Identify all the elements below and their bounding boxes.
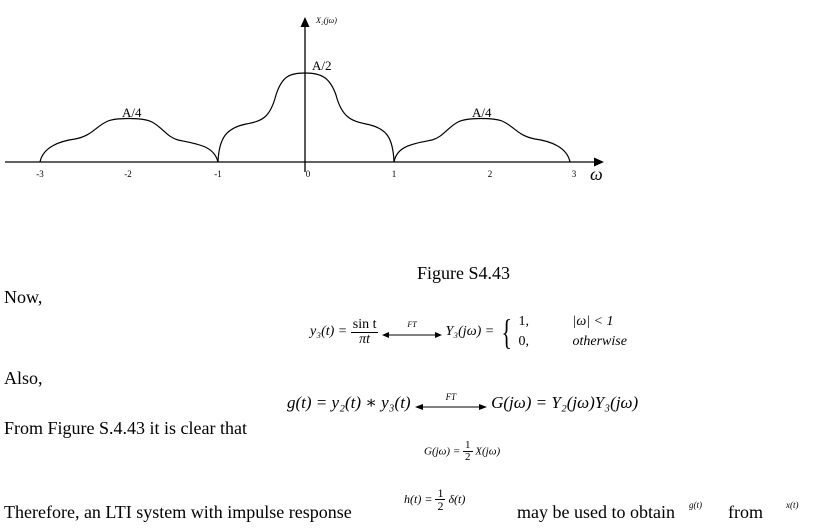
x-tick-label: -3 bbox=[36, 169, 44, 179]
y-axis-label: X₂(jω) bbox=[315, 16, 337, 25]
eq1-mid: Y₃(jω) = bbox=[445, 324, 495, 339]
ft-arrow: FT bbox=[414, 392, 487, 412]
equation-h: h(t) = 1 2 δ(t) bbox=[404, 487, 465, 512]
symbol-x-t: x(t) bbox=[786, 500, 799, 510]
equation-y3: y₃(t) = sin t πt FT Y₃(jω) = { 1, |ω| < 1… bbox=[310, 312, 627, 358]
paragraph-therefore-2: may be used to obtain bbox=[517, 502, 675, 522]
peak-label-right: A/4 bbox=[472, 105, 492, 120]
eq3-numerator: 1 bbox=[463, 439, 473, 452]
curve-right-lobe bbox=[393, 117, 571, 163]
double-arrow-icon bbox=[381, 332, 442, 338]
x-tick-label: 3 bbox=[572, 169, 577, 179]
eq2-lhs: g(t) = y₂(t) ∗ y₃(t) bbox=[287, 393, 411, 412]
x-axis-label: ω bbox=[590, 164, 603, 184]
left-brace: { bbox=[501, 312, 512, 352]
eq4-fraction: 1 2 bbox=[435, 486, 446, 513]
equation-G: G(jω) = 1 2 X(jω) bbox=[424, 440, 500, 463]
case1-condition: |ω| < 1 bbox=[572, 314, 614, 329]
paragraph-now: Now, bbox=[4, 287, 43, 307]
x-tick-label: -2 bbox=[124, 169, 132, 179]
word-from: from bbox=[728, 502, 763, 522]
case1-value: 1, bbox=[518, 314, 529, 329]
x-tick-label: 0 bbox=[306, 169, 311, 179]
eq3-fraction: 1 2 bbox=[463, 440, 473, 463]
eq1-cases: 1, |ω| < 1 0, otherwise bbox=[518, 312, 626, 352]
eq4-numerator: 1 bbox=[435, 486, 446, 500]
eq1-denominator: πt bbox=[359, 331, 371, 347]
peak-label-left: A/4 bbox=[122, 105, 142, 120]
curve-left-lobe bbox=[39, 117, 219, 163]
eq3-rhs: X(jω) bbox=[475, 445, 501, 458]
spectrum-figure: -3 -2 -1 0 1 2 3 A/4 A/2 A/4 X₂(jω) ω bbox=[5, 16, 604, 184]
case2-condition: otherwise bbox=[572, 334, 627, 349]
paragraph-also: Also, bbox=[4, 368, 43, 388]
symbol-g-t: g(t) bbox=[689, 500, 702, 510]
eq3-denominator: 2 bbox=[465, 451, 471, 463]
ft-arrow: FT bbox=[381, 320, 442, 340]
eq2-rhs: G(jω) = Y₂(jω)Y₃(jω) bbox=[491, 393, 639, 412]
paragraph-therefore: Therefore, an LTI system with impulse re… bbox=[4, 502, 352, 522]
x-tick-label: 2 bbox=[488, 169, 493, 179]
eq3-lhs: G(jω) = bbox=[424, 445, 461, 458]
equation-g: g(t) = y₂(t) ∗ y₃(t) FT G(jω) = Y₂(jω)Y₃… bbox=[287, 392, 639, 413]
ft-label: FT bbox=[445, 392, 457, 403]
paragraph-from-figure: From Figure S.4.43 it is clear that bbox=[4, 418, 247, 438]
y-axis-arrow bbox=[300, 17, 310, 27]
peak-label-center: A/2 bbox=[312, 58, 332, 73]
x-axis-arrow bbox=[594, 157, 604, 167]
x-tick-label: -1 bbox=[214, 169, 222, 179]
eq1-numerator: sin t bbox=[350, 316, 379, 333]
eq1-lhs: y₃(t) = bbox=[310, 324, 348, 339]
case2-value: 0, bbox=[518, 334, 529, 349]
x-tick-label: 1 bbox=[392, 169, 397, 179]
eq1-fraction: sin t πt bbox=[350, 316, 379, 347]
curve-center-lobe bbox=[217, 72, 395, 163]
ft-label: FT bbox=[407, 320, 417, 329]
eq4-lhs: h(t) = bbox=[404, 492, 433, 506]
figure-caption: Figure S4.43 bbox=[417, 263, 511, 283]
double-arrow-icon bbox=[414, 404, 487, 411]
eq4-rhs: δ(t) bbox=[448, 492, 466, 506]
eq4-denominator: 2 bbox=[437, 499, 444, 513]
